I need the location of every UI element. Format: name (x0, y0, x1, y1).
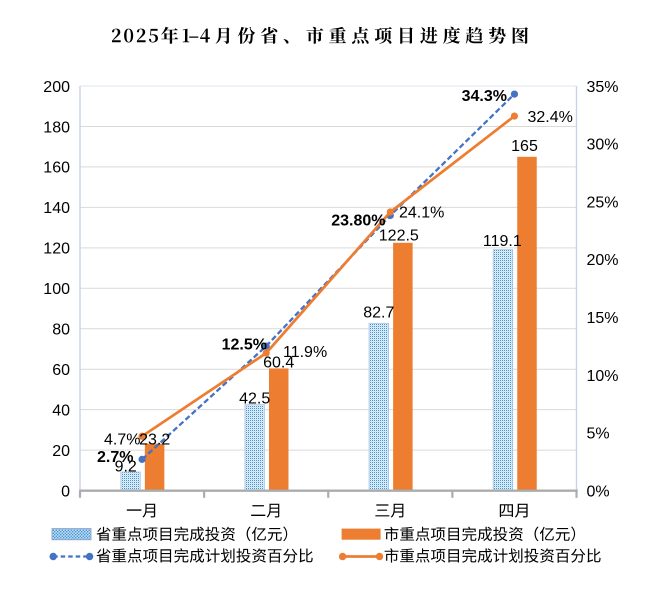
svg-text:20: 20 (52, 443, 70, 460)
svg-text:15%: 15% (587, 310, 619, 327)
svg-text:9.2: 9.2 (115, 458, 137, 475)
svg-text:23.80%: 23.80% (331, 213, 385, 230)
svg-text:42.5: 42.5 (239, 391, 270, 408)
svg-text:25%: 25% (587, 194, 619, 211)
svg-text:122.5: 122.5 (379, 227, 419, 244)
svg-text:0: 0 (61, 483, 70, 500)
svg-text:165: 165 (511, 138, 538, 155)
svg-text:12.5%: 12.5% (222, 337, 267, 354)
svg-text:60: 60 (52, 362, 70, 379)
svg-text:30%: 30% (587, 137, 619, 154)
svg-text:100: 100 (43, 281, 70, 298)
svg-text:0%: 0% (587, 483, 610, 500)
svg-text:60.4: 60.4 (263, 355, 294, 372)
svg-text:2.7%: 2.7% (97, 449, 133, 466)
svg-text:4.7%: 4.7% (104, 431, 140, 448)
svg-text:5%: 5% (587, 426, 610, 443)
svg-text:20%: 20% (587, 252, 619, 269)
svg-text:24.1%: 24.1% (399, 205, 444, 222)
svg-text:40: 40 (52, 402, 70, 419)
svg-text:35%: 35% (587, 79, 619, 96)
svg-text:200: 200 (43, 79, 70, 96)
svg-text:11.9%: 11.9% (283, 344, 327, 361)
svg-text:80: 80 (52, 322, 70, 339)
svg-text:23.2: 23.2 (139, 431, 170, 448)
svg-text:119.1: 119.1 (483, 233, 522, 250)
svg-text:10%: 10% (587, 368, 619, 385)
svg-text:180: 180 (43, 119, 70, 136)
svg-text:120: 120 (43, 241, 70, 258)
svg-text:32.4%: 32.4% (528, 109, 573, 126)
svg-text:160: 160 (43, 160, 70, 177)
svg-text:140: 140 (43, 200, 70, 217)
svg-text:82.7: 82.7 (363, 305, 394, 322)
svg-text:34.3%: 34.3% (462, 88, 507, 105)
